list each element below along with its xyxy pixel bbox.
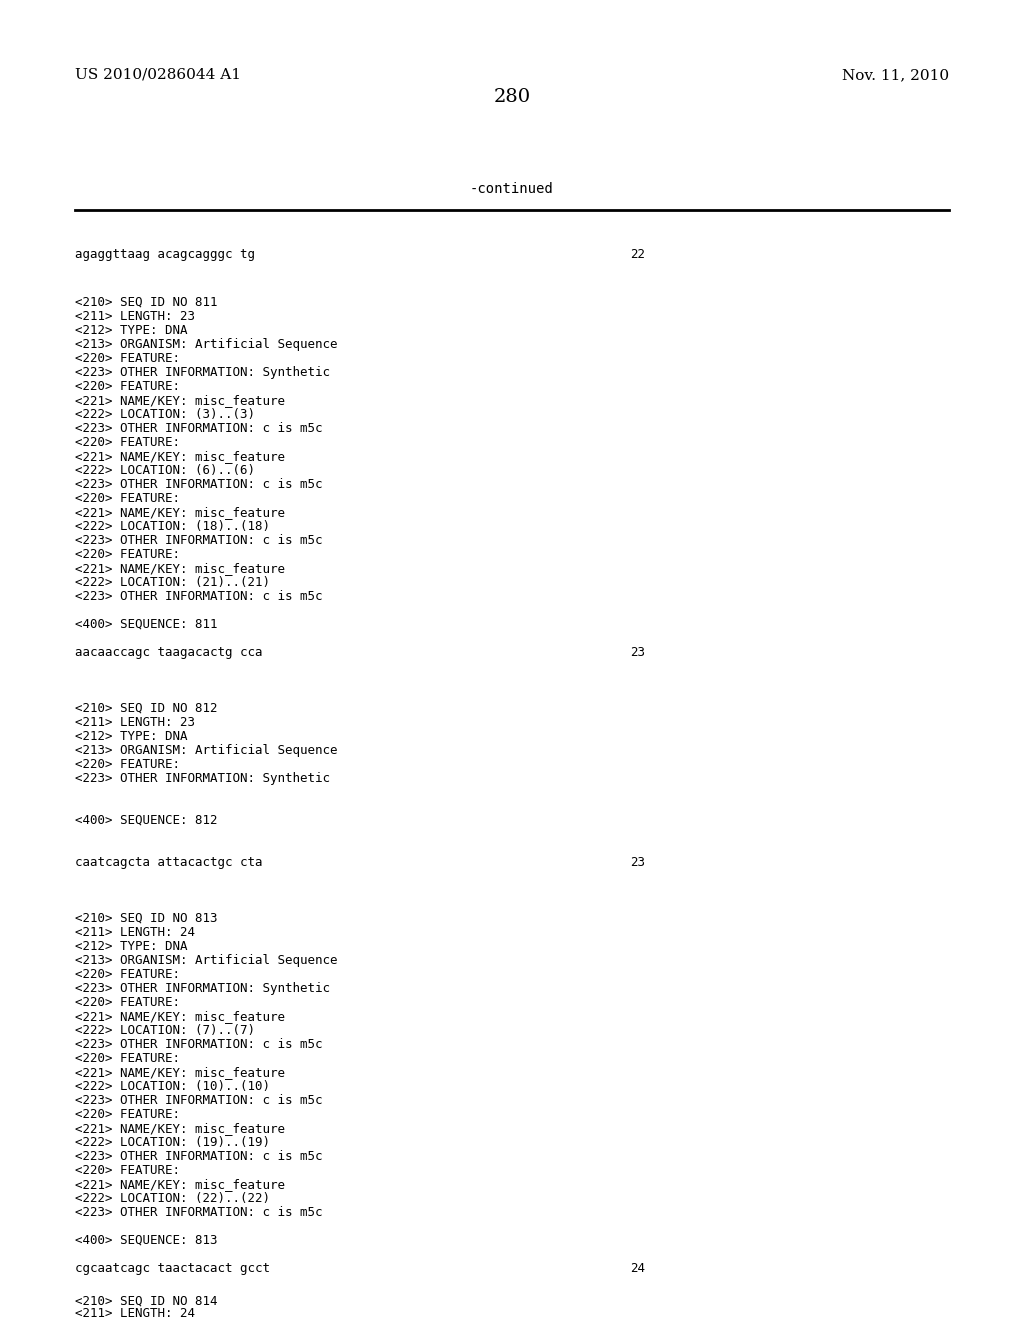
Text: <223> OTHER INFORMATION: c is m5c: <223> OTHER INFORMATION: c is m5c xyxy=(75,1206,323,1218)
Text: <222> LOCATION: (7)..(7): <222> LOCATION: (7)..(7) xyxy=(75,1024,255,1038)
Text: <222> LOCATION: (10)..(10): <222> LOCATION: (10)..(10) xyxy=(75,1080,270,1093)
Text: <400> SEQUENCE: 812: <400> SEQUENCE: 812 xyxy=(75,814,217,828)
Text: <213> ORGANISM: Artificial Sequence: <213> ORGANISM: Artificial Sequence xyxy=(75,954,338,968)
Text: <221> NAME/KEY: misc_feature: <221> NAME/KEY: misc_feature xyxy=(75,1177,285,1191)
Text: <223> OTHER INFORMATION: c is m5c: <223> OTHER INFORMATION: c is m5c xyxy=(75,422,323,436)
Text: agaggttaag acagcagggc tg: agaggttaag acagcagggc tg xyxy=(75,248,255,261)
Text: <210> SEQ ID NO 812: <210> SEQ ID NO 812 xyxy=(75,702,217,715)
Text: <221> NAME/KEY: misc_feature: <221> NAME/KEY: misc_feature xyxy=(75,393,285,407)
Text: <400> SEQUENCE: 811: <400> SEQUENCE: 811 xyxy=(75,618,217,631)
Text: <223> OTHER INFORMATION: c is m5c: <223> OTHER INFORMATION: c is m5c xyxy=(75,535,323,546)
Text: <220> FEATURE:: <220> FEATURE: xyxy=(75,1052,180,1065)
Text: <210> SEQ ID NO 814: <210> SEQ ID NO 814 xyxy=(75,1295,217,1308)
Text: cgcaatcagc taactacact gcct: cgcaatcagc taactacact gcct xyxy=(75,1262,270,1275)
Text: <223> OTHER INFORMATION: Synthetic: <223> OTHER INFORMATION: Synthetic xyxy=(75,772,330,785)
Text: aacaaccagc taagacactg cca: aacaaccagc taagacactg cca xyxy=(75,645,262,659)
Text: <222> LOCATION: (19)..(19): <222> LOCATION: (19)..(19) xyxy=(75,1137,270,1148)
Text: <220> FEATURE:: <220> FEATURE: xyxy=(75,380,180,393)
Text: <220> FEATURE:: <220> FEATURE: xyxy=(75,492,180,506)
Text: <221> NAME/KEY: misc_feature: <221> NAME/KEY: misc_feature xyxy=(75,562,285,576)
Text: <223> OTHER INFORMATION: c is m5c: <223> OTHER INFORMATION: c is m5c xyxy=(75,590,323,603)
Text: <222> LOCATION: (22)..(22): <222> LOCATION: (22)..(22) xyxy=(75,1192,270,1205)
Text: -continued: -continued xyxy=(470,182,554,195)
Text: <220> FEATURE:: <220> FEATURE: xyxy=(75,758,180,771)
Text: <213> ORGANISM: Artificial Sequence: <213> ORGANISM: Artificial Sequence xyxy=(75,744,338,756)
Text: <211> LENGTH: 24: <211> LENGTH: 24 xyxy=(75,927,195,939)
Text: <223> OTHER INFORMATION: Synthetic: <223> OTHER INFORMATION: Synthetic xyxy=(75,366,330,379)
Text: <212> TYPE: DNA: <212> TYPE: DNA xyxy=(75,730,187,743)
Text: <211> LENGTH: 23: <211> LENGTH: 23 xyxy=(75,715,195,729)
Text: <212> TYPE: DNA: <212> TYPE: DNA xyxy=(75,940,187,953)
Text: <223> OTHER INFORMATION: Synthetic: <223> OTHER INFORMATION: Synthetic xyxy=(75,982,330,995)
Text: <220> FEATURE:: <220> FEATURE: xyxy=(75,997,180,1008)
Text: <220> FEATURE:: <220> FEATURE: xyxy=(75,436,180,449)
Text: <223> OTHER INFORMATION: c is m5c: <223> OTHER INFORMATION: c is m5c xyxy=(75,478,323,491)
Text: <210> SEQ ID NO 813: <210> SEQ ID NO 813 xyxy=(75,912,217,925)
Text: 23: 23 xyxy=(630,855,645,869)
Text: <220> FEATURE:: <220> FEATURE: xyxy=(75,1164,180,1177)
Text: Nov. 11, 2010: Nov. 11, 2010 xyxy=(842,69,949,82)
Text: <221> NAME/KEY: misc_feature: <221> NAME/KEY: misc_feature xyxy=(75,1010,285,1023)
Text: <222> LOCATION: (3)..(3): <222> LOCATION: (3)..(3) xyxy=(75,408,255,421)
Text: <223> OTHER INFORMATION: c is m5c: <223> OTHER INFORMATION: c is m5c xyxy=(75,1094,323,1107)
Text: US 2010/0286044 A1: US 2010/0286044 A1 xyxy=(75,69,241,82)
Text: 280: 280 xyxy=(494,88,530,106)
Text: 22: 22 xyxy=(630,248,645,261)
Text: <220> FEATURE:: <220> FEATURE: xyxy=(75,1107,180,1121)
Text: <222> LOCATION: (18)..(18): <222> LOCATION: (18)..(18) xyxy=(75,520,270,533)
Text: <211> LENGTH: 24: <211> LENGTH: 24 xyxy=(75,1307,195,1320)
Text: <220> FEATURE:: <220> FEATURE: xyxy=(75,352,180,366)
Text: <223> OTHER INFORMATION: c is m5c: <223> OTHER INFORMATION: c is m5c xyxy=(75,1150,323,1163)
Text: <222> LOCATION: (6)..(6): <222> LOCATION: (6)..(6) xyxy=(75,465,255,477)
Text: <400> SEQUENCE: 813: <400> SEQUENCE: 813 xyxy=(75,1234,217,1247)
Text: <221> NAME/KEY: misc_feature: <221> NAME/KEY: misc_feature xyxy=(75,1067,285,1078)
Text: <223> OTHER INFORMATION: c is m5c: <223> OTHER INFORMATION: c is m5c xyxy=(75,1038,323,1051)
Text: <211> LENGTH: 23: <211> LENGTH: 23 xyxy=(75,310,195,323)
Text: caatcagcta attacactgc cta: caatcagcta attacactgc cta xyxy=(75,855,262,869)
Text: <221> NAME/KEY: misc_feature: <221> NAME/KEY: misc_feature xyxy=(75,1122,285,1135)
Text: <220> FEATURE:: <220> FEATURE: xyxy=(75,968,180,981)
Text: <221> NAME/KEY: misc_feature: <221> NAME/KEY: misc_feature xyxy=(75,450,285,463)
Text: <210> SEQ ID NO 811: <210> SEQ ID NO 811 xyxy=(75,296,217,309)
Text: <212> TYPE: DNA: <212> TYPE: DNA xyxy=(75,323,187,337)
Text: 24: 24 xyxy=(630,1262,645,1275)
Text: <220> FEATURE:: <220> FEATURE: xyxy=(75,548,180,561)
Text: <221> NAME/KEY: misc_feature: <221> NAME/KEY: misc_feature xyxy=(75,506,285,519)
Text: 23: 23 xyxy=(630,645,645,659)
Text: <222> LOCATION: (21)..(21): <222> LOCATION: (21)..(21) xyxy=(75,576,270,589)
Text: <213> ORGANISM: Artificial Sequence: <213> ORGANISM: Artificial Sequence xyxy=(75,338,338,351)
